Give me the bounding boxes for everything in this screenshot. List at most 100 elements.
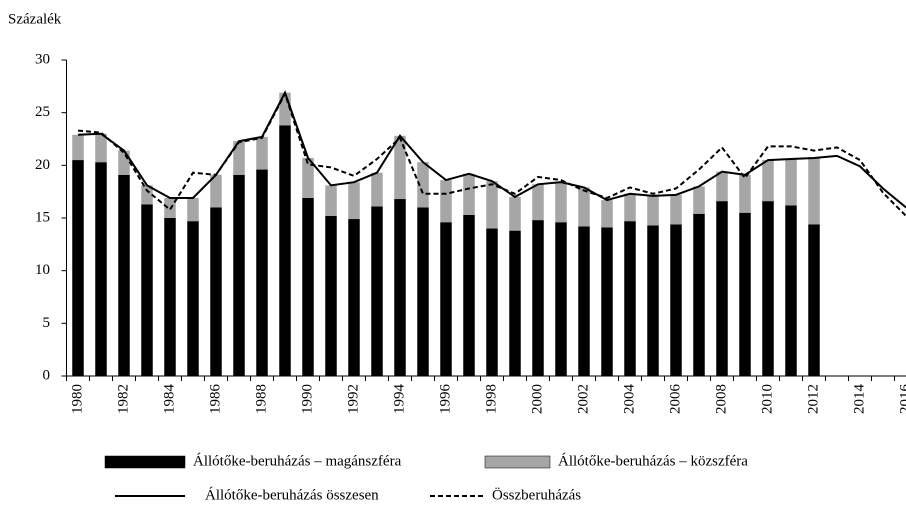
bar [187,197,199,222]
x-tick-label: 2004 [621,384,637,415]
x-tick-label: 2000 [529,384,545,414]
x-tick-label: 1992 [345,384,361,414]
bar [578,187,590,227]
legend-label: Állótőke-beruházás – közszféra [558,452,748,469]
bar [302,197,314,376]
bar [302,157,314,198]
x-tick-label: 1990 [299,384,315,414]
x-tick-label: 1986 [207,384,223,415]
bar [808,157,820,225]
y-tick-label: 20 [35,157,50,173]
y-axis-label: Százalék [8,11,62,27]
bar [141,185,153,205]
x-tick-label: 1982 [115,384,131,414]
bar [417,207,429,376]
bar [348,182,360,220]
bar [486,181,498,229]
bar [95,133,107,163]
x-tick-label: 2016 [897,384,906,415]
bar [233,141,245,175]
bar [716,201,728,376]
y-tick-label: 0 [43,367,51,383]
bar [72,134,84,161]
bar [762,201,774,376]
bar [463,214,475,376]
bar [578,226,590,376]
bar [555,222,567,376]
bar [647,195,659,226]
bar [601,200,613,228]
y-tick-label: 10 [35,262,50,278]
bar [394,135,406,200]
bar [739,212,751,376]
x-tick-label: 1988 [253,384,269,414]
bar [808,224,820,376]
bar [785,159,797,206]
legend-swatch [104,455,186,469]
bar [693,213,705,376]
bar [670,224,682,376]
bar [141,204,153,376]
x-tick-label: 1996 [437,384,453,415]
bar [118,174,130,376]
bar [670,194,682,225]
bar [785,205,797,376]
x-tick-label: 2012 [805,384,821,414]
x-tick-label: 1998 [483,384,499,414]
bar [325,215,337,376]
bar [325,185,337,216]
bar [348,219,360,376]
bar [210,207,222,376]
bar [624,193,636,222]
x-tick-label: 2010 [759,384,775,414]
bar [371,172,383,207]
bar [463,173,475,215]
legend-label: Állótőke-beruházás összesen [205,486,379,503]
bar [601,227,613,376]
bar [532,220,544,376]
bar [164,218,176,376]
bar [440,222,452,376]
x-tick-label: 2008 [713,384,729,414]
y-tick-label: 30 [35,51,50,67]
bar [647,225,659,376]
legend-label: Összberuházás [492,486,581,503]
bar [210,174,222,208]
x-tick-label: 1980 [69,384,85,414]
bar [532,184,544,221]
x-tick-label: 1984 [161,384,177,415]
legend-label: Állótőke-beruházás – magánszféra [193,452,402,469]
bar [371,206,383,376]
bar [509,230,521,376]
bar [555,182,567,223]
bar [118,150,130,175]
x-tick-label: 2014 [851,384,867,415]
bar [693,186,705,214]
y-tick-label: 5 [43,315,51,331]
bar [256,136,268,170]
bar [509,196,521,231]
bar [716,171,728,202]
bar [95,162,107,376]
bar [279,92,291,126]
bar [417,162,429,208]
legend-swatch [484,455,551,469]
x-tick-label: 1994 [391,384,407,415]
bar [624,221,636,376]
bar [72,160,84,376]
bar [739,174,751,213]
bar [256,169,268,376]
x-tick-label: 2002 [575,384,591,414]
y-tick-label: 15 [35,209,50,225]
bar [394,199,406,376]
bar [233,174,245,376]
bar [762,160,774,202]
bar [279,125,291,376]
line [77,91,906,217]
bar [440,180,452,223]
x-tick-label: 2006 [667,384,683,415]
y-tick-label: 25 [35,104,50,120]
bar [486,228,498,376]
bar [187,221,199,376]
